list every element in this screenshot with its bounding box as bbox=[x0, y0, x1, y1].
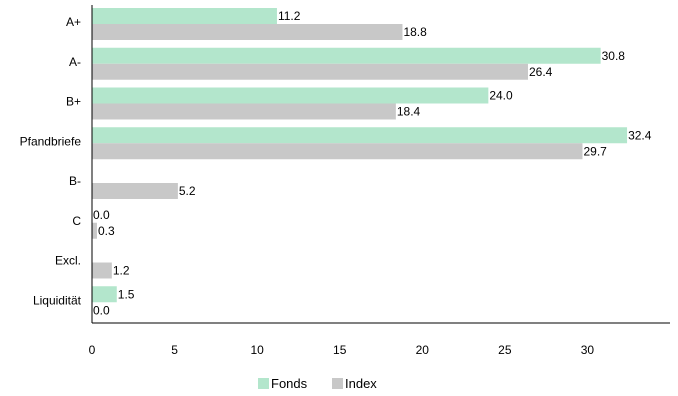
bar-index-pfandbriefe bbox=[92, 143, 583, 160]
legend-label-index: Index bbox=[345, 376, 377, 391]
value-label-fonds-liquidit-t: 1.5 bbox=[118, 287, 135, 301]
value-label-fonds-a: 11.2 bbox=[278, 9, 301, 23]
category-label-c: C bbox=[72, 214, 81, 228]
category-label-b: B- bbox=[69, 174, 81, 188]
x-tick-label-15: 15 bbox=[333, 343, 347, 357]
bar-index-b bbox=[92, 183, 178, 199]
value-label-fonds-pfandbriefe: 32.4 bbox=[628, 128, 652, 142]
bar-fonds-a bbox=[92, 8, 277, 24]
value-label-index-liquidit-t: 0.0 bbox=[93, 303, 110, 317]
value-label-fonds-b: 24.0 bbox=[489, 89, 513, 103]
x-tick-labels-layer: 0 5 10 15 20 25 30 bbox=[89, 343, 595, 357]
legend: Fonds Index bbox=[258, 376, 377, 391]
x-tick-label-5: 5 bbox=[171, 343, 178, 357]
x-tick-label-20: 20 bbox=[416, 343, 430, 357]
category-label-liquidit-t: Liquidität bbox=[33, 293, 82, 307]
bar-index-c bbox=[92, 222, 97, 239]
category-label-excl: Excl. bbox=[55, 254, 81, 268]
bar-fonds-pfandbriefe bbox=[92, 127, 628, 144]
value-label-index-c: 0.3 bbox=[98, 224, 115, 238]
bar-index-b bbox=[92, 103, 396, 120]
legend-swatch-index bbox=[332, 378, 343, 389]
value-label-index-pfandbriefe: 29.7 bbox=[583, 144, 607, 158]
legend-swatch-fonds bbox=[258, 378, 269, 389]
legend-label-fonds: Fonds bbox=[271, 376, 308, 391]
value-label-index-b: 5.2 bbox=[179, 184, 196, 198]
bar-fonds-liquidit-t bbox=[92, 286, 117, 303]
x-tick-label-10: 10 bbox=[250, 343, 264, 357]
value-label-fonds-c: 0.0 bbox=[93, 208, 110, 222]
value-label-fonds-a: 30.8 bbox=[602, 49, 626, 63]
bar-fonds-b bbox=[92, 87, 489, 104]
x-tick-label-30: 30 bbox=[581, 343, 595, 357]
bar-fonds-a bbox=[92, 47, 601, 64]
category-label-b: B+ bbox=[66, 95, 81, 109]
bar-index-a bbox=[92, 24, 403, 40]
category-label-pfandbriefe: Pfandbriefe bbox=[20, 134, 82, 148]
value-label-index-a: 26.4 bbox=[529, 65, 553, 79]
category-labels-layer: A+ A- B+ Pfandbriefe B- C Excl. Liquidität bbox=[20, 15, 82, 307]
value-labels-layer: 11.2 18.8 30.8 26.4 24.0 18.4 32.4 29.7 5.2 0.0 0.… bbox=[93, 9, 652, 317]
category-label-a: A+ bbox=[66, 15, 81, 29]
bars-layer bbox=[92, 8, 628, 303]
bar-index-a bbox=[92, 63, 528, 80]
x-tick-label-0: 0 bbox=[89, 343, 96, 357]
value-label-index-excl: 1.2 bbox=[113, 264, 130, 278]
category-label-a: A- bbox=[69, 55, 81, 69]
x-tick-label-25: 25 bbox=[498, 343, 512, 357]
bar-index-excl bbox=[92, 262, 112, 279]
value-label-index-b: 18.4 bbox=[397, 105, 421, 119]
value-label-index-a: 18.8 bbox=[403, 25, 427, 39]
